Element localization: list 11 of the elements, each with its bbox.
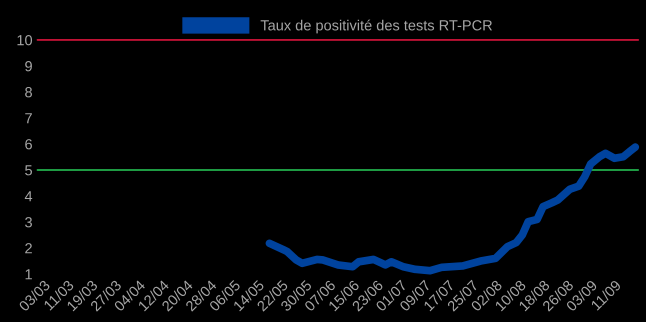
y-tick-label: 8	[25, 87, 32, 98]
y-tick-label: 10	[18, 35, 32, 46]
y-tick-label: 3	[25, 217, 32, 228]
y-tick-label: 5	[25, 165, 32, 176]
legend-label: Taux de positivité des tests RT-PCR	[260, 20, 492, 34]
y-tick-label: 2	[25, 243, 32, 254]
y-tick-label: 6	[25, 139, 32, 150]
y-tick-label: 9	[25, 61, 32, 72]
y-tick-label: 7	[25, 113, 32, 124]
y-tick-label: 1	[26, 269, 32, 280]
y-tick-label: 4	[24, 191, 32, 202]
